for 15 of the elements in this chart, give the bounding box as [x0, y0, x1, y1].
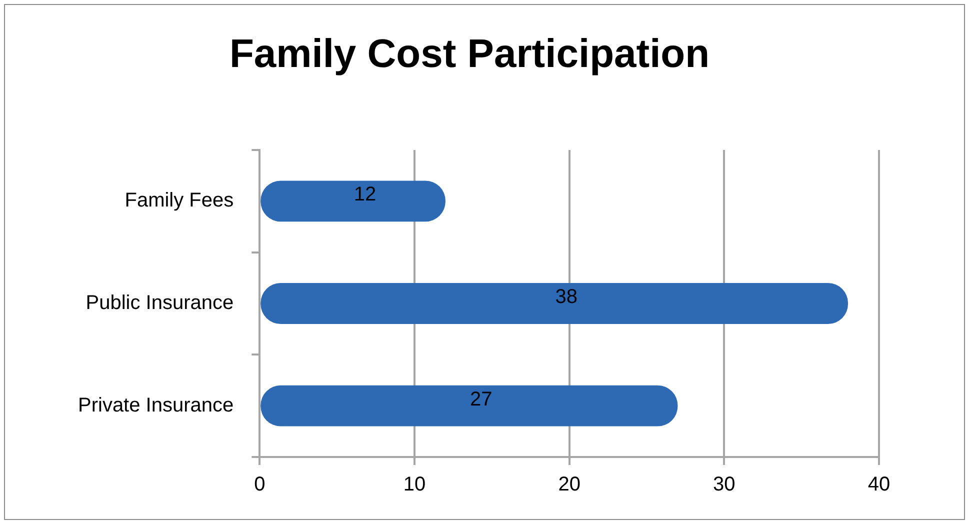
x-tick-label: 10	[403, 474, 426, 496]
data-label: 38	[555, 286, 578, 308]
y-tick-label: Private Insurance	[78, 394, 234, 416]
chart-title: Family Cost Participation	[229, 32, 710, 76]
x-tick-label: 40	[868, 474, 890, 496]
bar	[260, 283, 848, 324]
bar	[260, 180, 446, 222]
data-label: 12	[354, 184, 376, 206]
y-tick-label: Family Fees	[124, 190, 234, 212]
y-tick-label: Public Insurance	[86, 292, 234, 314]
x-tick-label: 0	[254, 474, 266, 496]
bar	[260, 385, 678, 426]
data-label: 27	[470, 388, 492, 410]
x-tick-label: 20	[558, 474, 580, 496]
x-tick-label: 30	[713, 474, 736, 496]
